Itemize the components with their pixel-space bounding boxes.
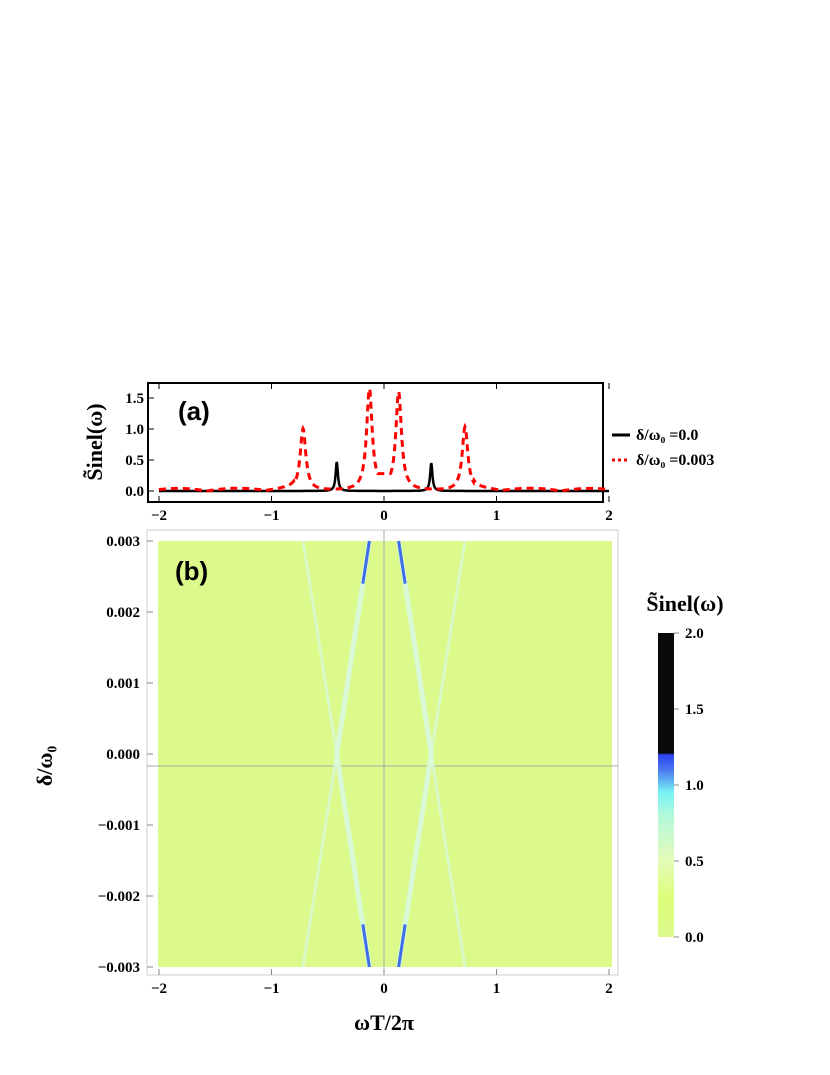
x-tick-label: 0 <box>380 508 388 524</box>
y-tick-label: 1.0 <box>125 422 144 438</box>
colorbar-tick-label: 2.0 <box>685 626 704 642</box>
y-tick-label: 0.5 <box>125 453 144 469</box>
y-tick-label: 0.0 <box>125 484 144 500</box>
panel-label-b: (b) <box>175 556 208 586</box>
y-axis-label: S̃inel(ω) <box>82 403 107 480</box>
y-tick-label: 0.001 <box>106 676 140 692</box>
panel-a-frame <box>147 382 604 503</box>
colorbar-tick-label: 0.0 <box>685 930 704 946</box>
y-tick-label: −0.003 <box>98 960 140 976</box>
legend-label-1: δ/ω₀ =0.003 <box>636 452 714 469</box>
y-tick-label: 0.003 <box>106 534 140 550</box>
x-tick-label: 1 <box>493 508 501 524</box>
x-tick-label: 2 <box>605 508 613 524</box>
y-axis-label: δ/ω₀ <box>32 745 57 786</box>
y-tick-label: −0.002 <box>98 889 140 905</box>
legend-label-0: δ/ω₀ =0.0 <box>636 427 698 444</box>
colorbar <box>658 633 674 937</box>
y-tick-label: 1.5 <box>125 391 144 407</box>
x-tick-label: 2 <box>605 981 613 997</box>
series-line-0 <box>159 461 609 493</box>
colorbar-tick-label: 0.5 <box>685 854 704 870</box>
x-tick-label: 0 <box>380 981 388 997</box>
y-tick-label: 0.000 <box>106 747 140 763</box>
x-tick-label: 1 <box>493 981 501 997</box>
heatmap-branch <box>301 753 339 968</box>
heatmap-branch-peak <box>397 924 407 968</box>
panel-label-a: (a) <box>178 396 210 426</box>
heatmap-branch-peak <box>397 540 407 584</box>
heatmap-branch <box>301 540 339 755</box>
y-tick-label: 0.002 <box>106 605 140 621</box>
x-tick-label: −1 <box>263 508 279 524</box>
colorbar-tick-label: 1.5 <box>685 702 704 718</box>
x-tick-label: −2 <box>151 981 167 997</box>
x-axis-label: ωT/2π <box>354 1010 414 1035</box>
series-line-1 <box>158 386 610 493</box>
heatmap-branch-peak <box>361 924 371 968</box>
heatmap-background <box>158 541 612 967</box>
x-tick-label: −2 <box>151 508 167 524</box>
x-tick-label: −1 <box>263 981 279 997</box>
y-tick-label: −0.001 <box>98 818 140 834</box>
colorbar-tick-label: 1.0 <box>685 778 704 794</box>
colorbar-title: S̃inel(ω) <box>646 591 723 616</box>
heatmap-branch-peak <box>361 540 371 584</box>
heatmap-branch <box>429 753 467 968</box>
heatmap-branch <box>429 540 467 755</box>
